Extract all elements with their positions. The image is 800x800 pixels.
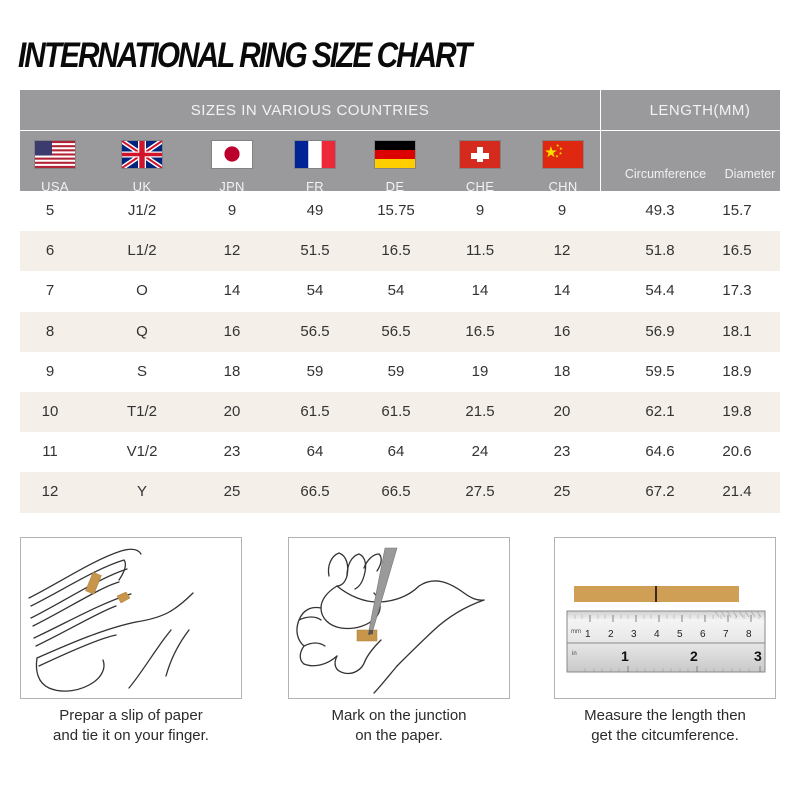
svg-text:7: 7 — [723, 629, 729, 640]
svg-text:1: 1 — [621, 648, 629, 664]
svg-text:1: 1 — [585, 629, 591, 640]
svg-text:2: 2 — [690, 648, 698, 664]
svg-text:3: 3 — [754, 648, 762, 664]
svg-text:mm: mm — [571, 629, 581, 635]
svg-text:in: in — [572, 651, 577, 657]
svg-text:3: 3 — [631, 629, 637, 640]
svg-text:5: 5 — [677, 629, 683, 640]
svg-text:8: 8 — [746, 629, 752, 640]
svg-text:4: 4 — [654, 629, 660, 640]
svg-text:2: 2 — [608, 629, 614, 640]
svg-text:6: 6 — [700, 629, 706, 640]
